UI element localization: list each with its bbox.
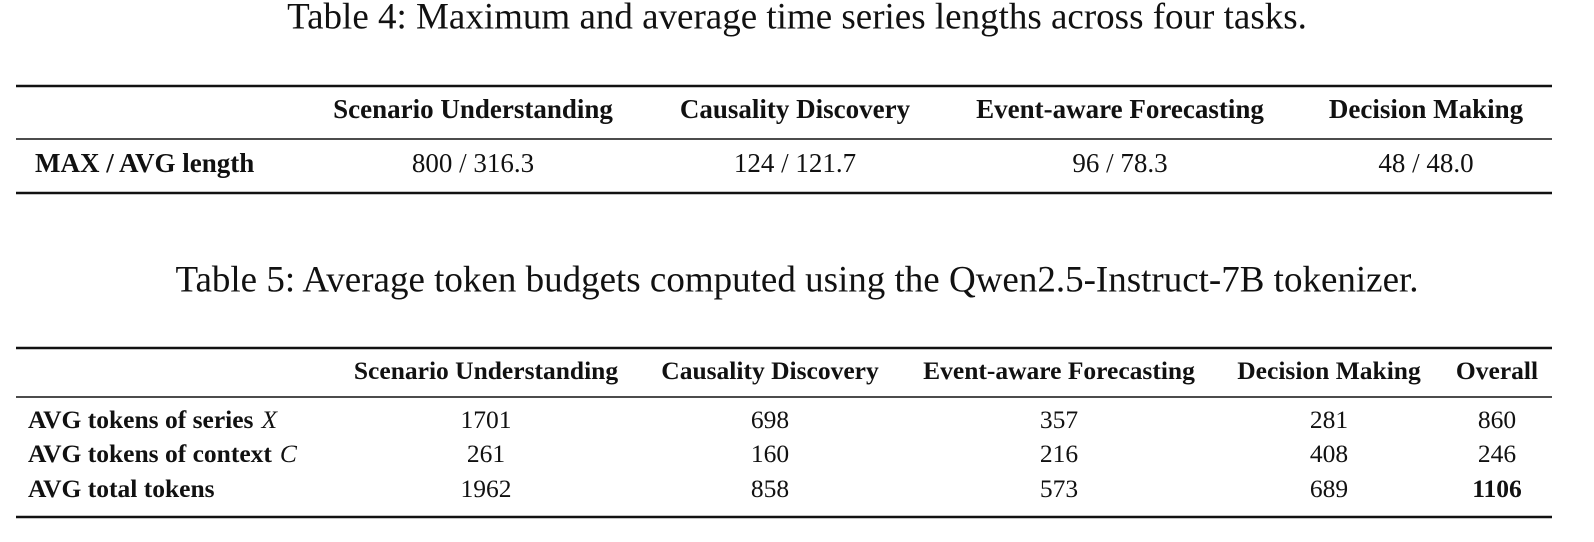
table-cell: 261: [467, 439, 505, 468]
math-symbol: C: [280, 439, 298, 468]
column-header: Event-aware Forecasting: [923, 356, 1195, 385]
row-label-text: AVG tokens of context: [28, 439, 272, 468]
column-header: Scenario Understanding: [354, 356, 618, 385]
table-cell: 357: [1040, 405, 1079, 434]
table-cell: 48 / 48.0: [1378, 148, 1473, 178]
table-cell: 860: [1478, 405, 1516, 434]
row-label-text: MAX / AVG length: [35, 148, 254, 178]
row-label-text: AVG tokens of series: [28, 405, 254, 434]
table-cell: 246: [1478, 439, 1516, 468]
column-header: Causality Discovery: [661, 356, 879, 385]
table-cell: 858: [751, 474, 789, 503]
table-cell: 573: [1040, 474, 1078, 503]
column-header: Causality Discovery: [680, 94, 911, 124]
column-header: Decision Making: [1329, 94, 1524, 124]
table-cell: 216: [1040, 439, 1078, 468]
column-header: Scenario Understanding: [333, 94, 613, 124]
table-cell: 124 / 121.7: [734, 148, 856, 178]
math-symbol: X: [260, 405, 278, 434]
row-label: MAX / AVG length: [35, 148, 254, 178]
table-cell: 800 / 316.3: [412, 148, 534, 178]
row-label: AVG tokens of series X: [28, 405, 278, 434]
table-cell: 1962: [461, 474, 512, 503]
column-header: Decision Making: [1237, 356, 1421, 385]
table-cell: 96 / 78.3: [1072, 148, 1167, 178]
table-cell: 1106: [1472, 474, 1522, 503]
table-caption: Table 4: Maximum and average time series…: [287, 0, 1307, 37]
table-cell: 1701: [461, 405, 512, 434]
table-caption: Table 5: Average token budgets computed …: [175, 259, 1418, 300]
table-cell: 160: [751, 439, 789, 468]
row-label: AVG tokens of context C: [28, 439, 298, 468]
table-cell: 408: [1310, 439, 1348, 468]
row-label: AVG total tokens: [28, 474, 215, 503]
column-header: Event-aware Forecasting: [976, 94, 1264, 124]
table-cell: 281: [1310, 405, 1348, 434]
table-cell: 698: [751, 405, 789, 434]
column-header: Overall: [1456, 356, 1538, 385]
table-cell: 689: [1310, 474, 1348, 503]
row-label-text: AVG total tokens: [28, 474, 215, 503]
